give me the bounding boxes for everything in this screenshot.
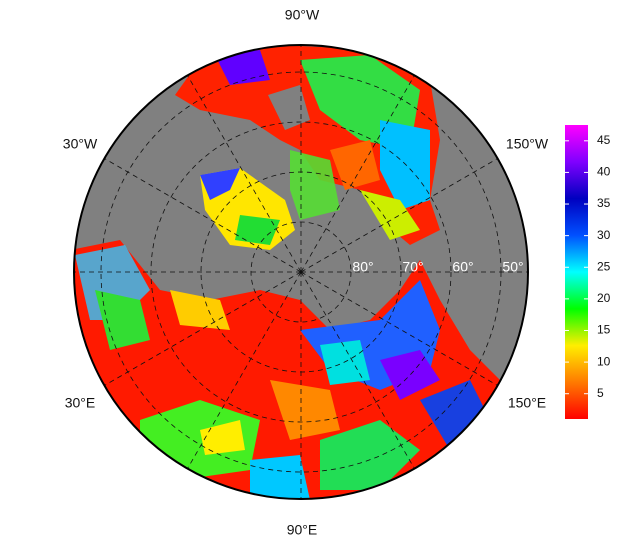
meridian (300, 271, 498, 386)
colorbar-tick-label: 5 (597, 386, 604, 400)
land-patch (360, 190, 420, 240)
land-patch (95, 290, 150, 350)
colorbar-tick-label: 20 (597, 291, 611, 305)
map-border (73, 44, 529, 500)
meridian (187, 271, 302, 469)
land-patch (215, 50, 270, 85)
land-patch (250, 455, 310, 499)
land-patch (290, 150, 340, 220)
colorbar-tick-label: 40 (597, 165, 611, 179)
graticule (74, 45, 528, 499)
land-patch (270, 380, 340, 440)
bay (268, 85, 310, 130)
meridian (187, 75, 302, 273)
meridian (300, 158, 498, 273)
longitude-label: 90°E (287, 522, 318, 538)
land-patch (380, 120, 430, 210)
map-body (74, 45, 528, 499)
latitude-label: 50° (502, 259, 523, 275)
longitude-label: 30°W (63, 136, 98, 152)
land-patch (200, 168, 240, 200)
land-patch (170, 290, 230, 330)
longitude-label: 30°E (65, 395, 96, 411)
meridian (104, 271, 302, 386)
latitude-label: 60° (452, 259, 473, 275)
land-patch (320, 340, 370, 385)
colorbar-tick-label: 25 (597, 259, 611, 273)
colorbar-tick-label: 15 (597, 323, 611, 337)
latitude-label: 80° (352, 259, 373, 275)
meridian (104, 158, 302, 273)
land-patch (320, 420, 420, 490)
meridian (300, 75, 415, 273)
colorbar-tick-label: 35 (597, 196, 611, 210)
colorbar-tick-label: 10 (597, 354, 611, 368)
colorbar-tick-label: 45 (597, 133, 611, 147)
land-patch (330, 140, 380, 190)
longitude-label: 150°W (506, 136, 549, 152)
land-patch (200, 420, 245, 455)
longitude-label: 150°E (508, 395, 546, 411)
land-patch (380, 350, 440, 400)
longitude-label: 90°W (285, 7, 320, 23)
colorbar-tick-label: 30 (597, 228, 611, 242)
colorbar (565, 125, 588, 419)
latitude-circle (150, 121, 452, 423)
latitude-label: 70° (402, 259, 423, 275)
land-patch (235, 215, 280, 245)
meridian (300, 271, 415, 469)
